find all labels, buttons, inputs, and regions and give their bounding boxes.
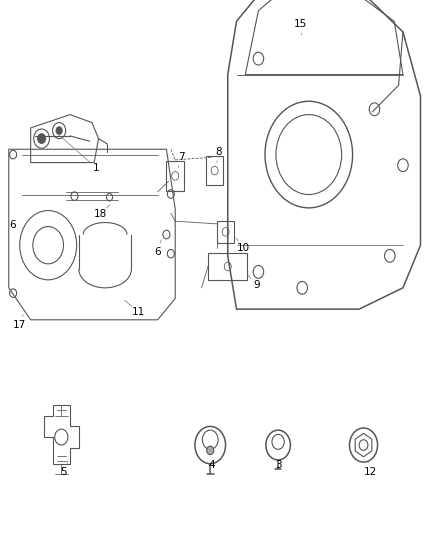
Circle shape bbox=[38, 134, 46, 143]
Text: 6: 6 bbox=[9, 220, 16, 230]
Text: 7: 7 bbox=[178, 152, 185, 162]
Text: 9: 9 bbox=[253, 280, 260, 290]
Text: 3: 3 bbox=[275, 460, 282, 470]
Text: 8: 8 bbox=[215, 147, 223, 157]
Text: 17: 17 bbox=[13, 320, 26, 330]
Text: 4: 4 bbox=[208, 460, 215, 470]
Text: 6: 6 bbox=[154, 247, 161, 256]
Text: 15: 15 bbox=[293, 19, 307, 29]
Text: 18: 18 bbox=[94, 209, 107, 219]
Text: 5: 5 bbox=[60, 467, 67, 477]
Text: 11: 11 bbox=[131, 307, 145, 317]
Circle shape bbox=[56, 127, 62, 134]
Text: 10: 10 bbox=[237, 243, 250, 253]
Text: 1: 1 bbox=[93, 163, 100, 173]
Text: 12: 12 bbox=[364, 467, 377, 477]
Circle shape bbox=[207, 446, 214, 455]
